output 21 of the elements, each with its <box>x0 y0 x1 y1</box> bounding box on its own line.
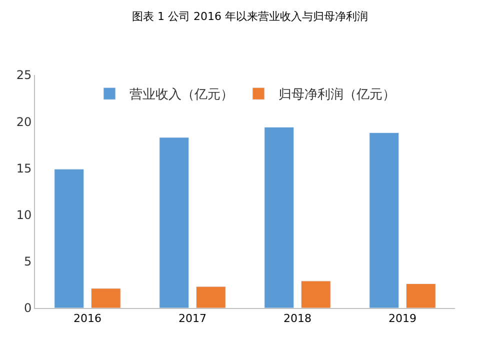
y-tick-label: 20 <box>16 114 32 129</box>
x-tick-label: 2019 <box>388 312 416 326</box>
x-tick-label: 2018 <box>284 312 312 326</box>
x-tick-label: 2016 <box>74 312 102 326</box>
y-tick-label: 10 <box>16 208 32 222</box>
bar <box>90 288 121 308</box>
x-tick-label: 2017 <box>178 312 206 326</box>
legend-label: 归母净利润（亿元） <box>278 88 396 103</box>
bar <box>196 286 226 308</box>
y-tick-label: 0 <box>24 301 32 316</box>
chart-title: 图表 1 公司 2016 年以来营业收入与归母净利润 <box>132 10 368 23</box>
bar <box>54 168 84 308</box>
y-tick-label: 5 <box>24 254 32 269</box>
bar <box>406 284 436 308</box>
bar <box>264 126 294 308</box>
y-tick-label: 15 <box>16 161 32 176</box>
bar <box>369 132 400 308</box>
legend-label: 营业收入（亿元） <box>130 88 234 103</box>
y-tick-label: 25 <box>16 68 32 82</box>
bar <box>159 137 190 308</box>
bar <box>300 280 331 308</box>
